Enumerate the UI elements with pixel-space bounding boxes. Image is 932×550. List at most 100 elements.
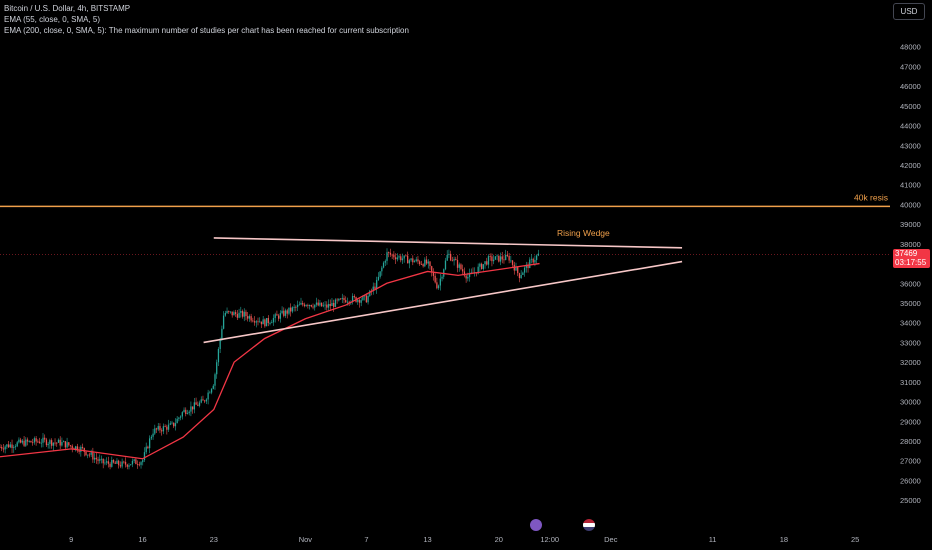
candle-body — [123, 461, 125, 463]
candle-body — [148, 438, 151, 449]
candle-body — [126, 464, 128, 467]
candle-body — [88, 454, 91, 456]
candle-body — [499, 256, 502, 262]
candle-body — [202, 399, 204, 401]
time-tick-label: Nov — [299, 535, 313, 544]
candle-body — [320, 302, 323, 307]
candle-body — [200, 399, 202, 403]
candle-body — [317, 302, 319, 306]
candle-body — [331, 302, 333, 306]
price-tick-label: 43000 — [900, 141, 921, 150]
candle-body — [49, 440, 51, 444]
candle-body — [303, 304, 306, 307]
candle-body — [233, 312, 235, 316]
candle-body — [431, 266, 433, 272]
candle-body — [229, 311, 232, 313]
candle-body — [527, 264, 529, 269]
candle-body — [114, 462, 116, 464]
candle-body — [35, 438, 37, 442]
candle-body — [56, 442, 58, 444]
candle-body — [216, 362, 218, 375]
candle-body — [30, 440, 32, 443]
candle-body — [453, 259, 455, 261]
candle-body — [462, 269, 464, 272]
candle-body — [406, 255, 409, 264]
candle-body — [439, 278, 441, 286]
candle-body — [345, 300, 347, 303]
candle-body — [104, 462, 106, 464]
candle-body — [54, 442, 56, 444]
candle-body — [534, 259, 536, 263]
ema200-legend[interactable]: EMA (200, close, 0, SMA, 5): The maximum… — [4, 26, 409, 35]
candle-body — [245, 311, 247, 317]
candle-body — [219, 338, 221, 349]
candle-body — [508, 255, 510, 261]
time-tick-label: 13 — [423, 535, 431, 544]
candle-body — [458, 264, 460, 268]
candle-body — [13, 447, 15, 448]
candle-body — [374, 286, 376, 289]
candle-body — [222, 315, 225, 329]
candle-body — [111, 459, 113, 467]
ema55-legend[interactable]: EMA (55, close, 0, SMA, 5) — [4, 15, 101, 24]
candle-body — [281, 310, 283, 314]
candle-body — [535, 255, 538, 260]
candle-body — [116, 460, 118, 464]
candle-body — [511, 260, 514, 265]
candle-body — [253, 321, 256, 323]
candle-body — [112, 459, 115, 463]
candle-body — [217, 348, 220, 363]
candle-body — [537, 253, 540, 256]
candle-body — [290, 307, 292, 312]
candle-body — [9, 444, 11, 448]
candle-body — [510, 260, 512, 262]
candle-body — [444, 260, 447, 270]
candle-body — [283, 310, 285, 316]
ideas-event-icon[interactable] — [530, 519, 542, 531]
price-axis[interactable]: 25000 26000 27000 28000 29000 30000 31000 32000… — [890, 0, 932, 530]
candle-body — [11, 444, 13, 448]
candle-body — [136, 464, 139, 465]
last-price-tag: 37469 03:17:55 — [893, 249, 930, 268]
price-chart[interactable]: 40k resis Rising Wedge — [0, 0, 890, 530]
candle-body — [389, 252, 392, 255]
time-tick-label: 20 — [495, 535, 503, 544]
candle-body — [159, 426, 161, 431]
candle-body — [179, 416, 182, 418]
symbol-title[interactable]: Bitcoin / U.S. Dollar, 4h, BITSTAMP — [4, 4, 131, 13]
price-tick-label: 48000 — [900, 43, 921, 52]
candle-body — [532, 258, 534, 263]
candle-body — [276, 314, 278, 316]
candle-body — [482, 264, 484, 269]
us-flag-event-icon[interactable] — [583, 519, 595, 531]
candle-body — [62, 441, 65, 443]
candle-body — [262, 319, 264, 325]
candle-body — [272, 317, 275, 323]
candle-body — [257, 321, 259, 323]
candle-body — [302, 302, 304, 305]
candle-body — [393, 254, 395, 258]
candle-body — [307, 305, 309, 306]
candle-body — [93, 457, 96, 460]
candle-body — [92, 452, 94, 460]
candle-body — [38, 441, 41, 444]
candle-body — [21, 440, 24, 443]
candle-body — [178, 417, 180, 419]
time-axis[interactable]: 9 16 23 Nov 7 13 20 12:00 Dec 11 18 25 — [0, 530, 890, 550]
candle-body — [425, 259, 428, 264]
candle-body — [32, 442, 34, 444]
candle-body — [240, 310, 242, 313]
candle-body — [264, 319, 266, 327]
last-price-value: 37469 — [895, 249, 918, 258]
price-tick-label: 36000 — [900, 279, 921, 288]
currency-button[interactable]: USD — [893, 3, 925, 20]
price-tick-label: 33000 — [900, 338, 921, 347]
candle-body — [277, 315, 280, 319]
candle-body — [124, 461, 127, 465]
candle-body — [162, 426, 165, 432]
candle-body — [410, 258, 412, 261]
candle-body — [164, 426, 166, 428]
candle-body — [42, 437, 44, 443]
candle-body — [362, 296, 364, 301]
candle-body — [365, 295, 368, 303]
